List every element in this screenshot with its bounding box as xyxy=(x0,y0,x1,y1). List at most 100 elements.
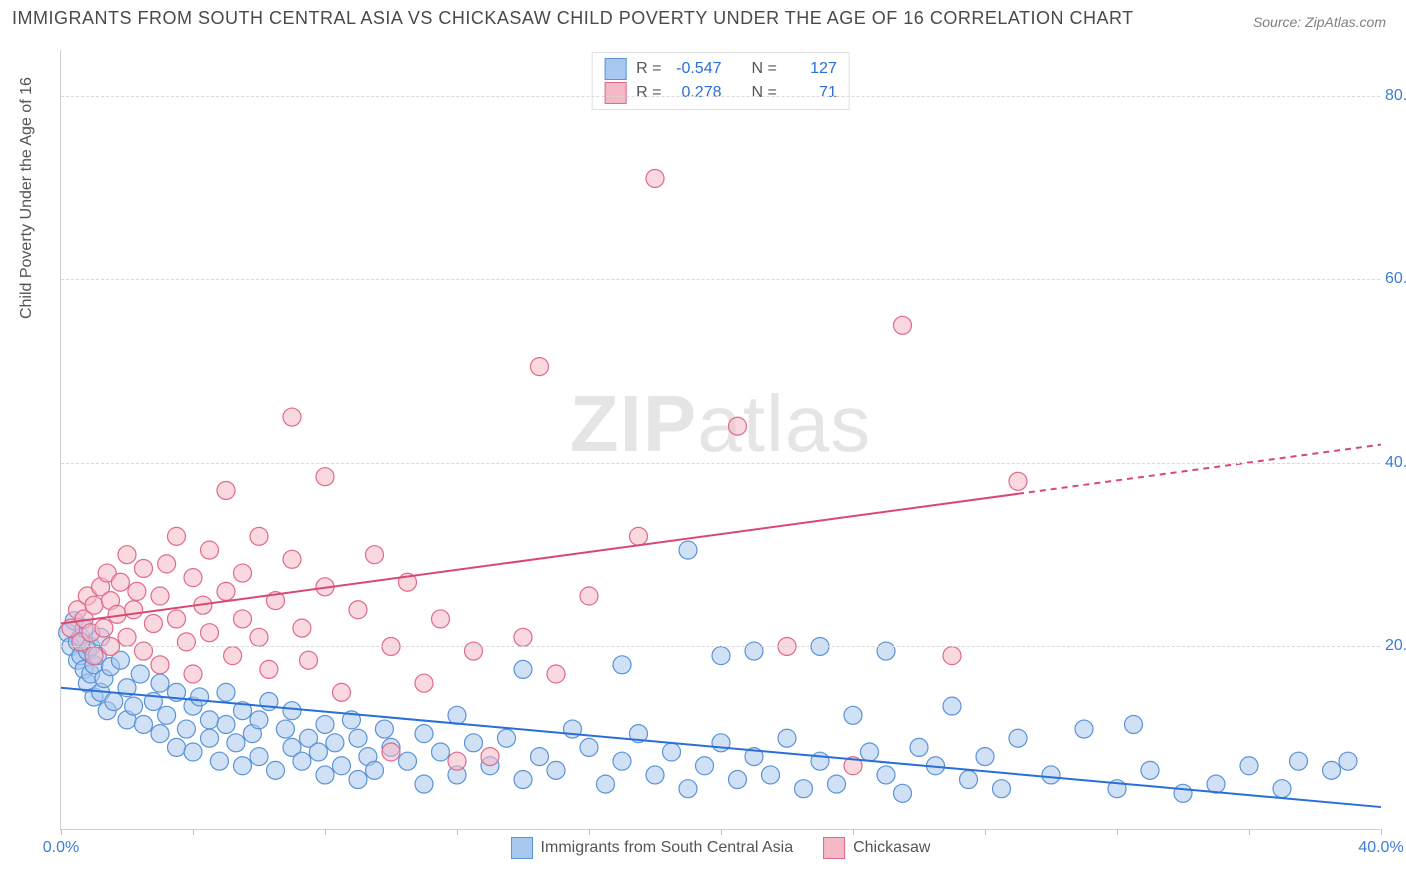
data-point xyxy=(201,711,219,729)
data-point xyxy=(267,761,285,779)
data-point xyxy=(679,780,697,798)
data-point xyxy=(448,752,466,770)
data-point xyxy=(151,656,169,674)
data-point xyxy=(316,715,334,733)
data-point xyxy=(415,674,433,692)
legend-item-b: Chickasaw xyxy=(823,837,930,859)
data-point xyxy=(646,169,664,187)
data-point xyxy=(432,610,450,628)
gridline xyxy=(61,96,1380,97)
data-point xyxy=(234,757,252,775)
data-point xyxy=(547,665,565,683)
legend-label-a: Immigrants from South Central Asia xyxy=(541,839,794,857)
data-point xyxy=(227,734,245,752)
data-point xyxy=(144,615,162,633)
data-point xyxy=(293,619,311,637)
data-point xyxy=(382,743,400,761)
data-point xyxy=(151,587,169,605)
data-point xyxy=(432,743,450,761)
data-point xyxy=(745,642,763,660)
data-point xyxy=(300,651,318,669)
data-point xyxy=(210,752,228,770)
data-point xyxy=(399,752,417,770)
data-point xyxy=(158,555,176,573)
data-point xyxy=(415,725,433,743)
data-point xyxy=(217,683,235,701)
gridline xyxy=(61,463,1380,464)
x-tick-label: 0.0% xyxy=(43,839,79,857)
data-point xyxy=(177,720,195,738)
data-point xyxy=(217,715,235,733)
data-point xyxy=(128,582,146,600)
y-tick-label: 60.0% xyxy=(1385,270,1406,288)
swatch-series-b-icon xyxy=(823,837,845,859)
data-point xyxy=(514,660,532,678)
data-point xyxy=(201,624,219,642)
y-tick-label: 20.0% xyxy=(1385,637,1406,655)
data-point xyxy=(168,610,186,628)
data-point xyxy=(283,408,301,426)
data-point xyxy=(547,761,565,779)
data-point xyxy=(481,748,499,766)
data-point xyxy=(184,665,202,683)
data-point xyxy=(531,358,549,376)
data-point xyxy=(597,775,615,793)
data-point xyxy=(184,743,202,761)
data-point xyxy=(415,775,433,793)
data-point xyxy=(309,743,327,761)
data-point xyxy=(85,647,103,665)
data-point xyxy=(135,642,153,660)
data-point xyxy=(712,647,730,665)
data-point xyxy=(729,417,747,435)
data-point xyxy=(762,766,780,784)
data-point xyxy=(1009,729,1027,747)
x-tick-label: 40.0% xyxy=(1358,839,1403,857)
data-point xyxy=(366,546,384,564)
chart-title: IMMIGRANTS FROM SOUTH CENTRAL ASIA VS CH… xyxy=(12,8,1134,29)
x-tick-mark xyxy=(457,829,458,835)
data-point xyxy=(125,697,143,715)
data-point xyxy=(465,734,483,752)
x-tick-mark xyxy=(1249,829,1250,835)
x-tick-mark xyxy=(1117,829,1118,835)
data-point xyxy=(1273,780,1291,798)
data-point xyxy=(111,573,129,591)
x-tick-mark xyxy=(1381,829,1382,835)
data-point xyxy=(333,683,351,701)
data-point xyxy=(894,316,912,334)
data-point xyxy=(333,757,351,775)
data-point xyxy=(663,743,681,761)
data-point xyxy=(191,688,209,706)
data-point xyxy=(1174,784,1192,802)
data-point xyxy=(993,780,1011,798)
data-point xyxy=(498,729,516,747)
data-point xyxy=(118,546,136,564)
data-point xyxy=(135,559,153,577)
data-point xyxy=(316,468,334,486)
data-point xyxy=(1240,757,1258,775)
data-point xyxy=(201,541,219,559)
data-point xyxy=(943,647,961,665)
y-axis-label: Child Poverty Under the Age of 16 xyxy=(18,77,36,319)
data-point xyxy=(118,628,136,646)
legend-bottom: Immigrants from South Central Asia Chick… xyxy=(511,837,931,859)
data-point xyxy=(326,734,344,752)
data-point xyxy=(844,706,862,724)
trend-line-extrapolated xyxy=(1018,445,1381,494)
data-point xyxy=(712,734,730,752)
data-point xyxy=(960,771,978,789)
y-tick-label: 40.0% xyxy=(1385,454,1406,472)
data-point xyxy=(131,665,149,683)
data-point xyxy=(696,757,714,775)
data-point xyxy=(217,481,235,499)
data-point xyxy=(861,743,879,761)
data-point xyxy=(910,738,928,756)
data-point xyxy=(250,527,268,545)
data-point xyxy=(95,619,113,637)
x-tick-mark xyxy=(985,829,986,835)
data-point xyxy=(85,596,103,614)
gridline xyxy=(61,279,1380,280)
data-point xyxy=(1207,775,1225,793)
data-point xyxy=(184,569,202,587)
data-point xyxy=(260,660,278,678)
